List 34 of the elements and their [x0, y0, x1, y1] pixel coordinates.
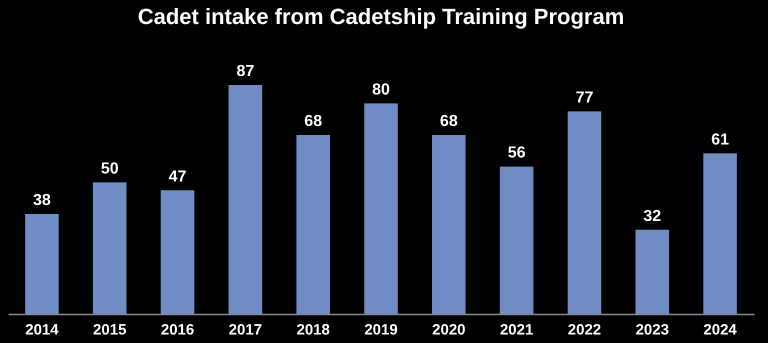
data-label: 68: [304, 113, 322, 130]
bar: [500, 166, 534, 314]
data-label: 32: [643, 208, 662, 225]
data-label: 80: [372, 81, 390, 98]
data-label: 77: [576, 89, 594, 106]
x-tick-label: 2014: [25, 322, 60, 338]
bar: [568, 111, 602, 314]
data-label: 50: [100, 160, 119, 178]
bar: [296, 135, 330, 314]
x-tick-label: 2021: [500, 322, 534, 338]
data-label: 87: [236, 63, 254, 80]
data-label: 47: [168, 168, 187, 186]
x-tick-label: 2024: [703, 322, 738, 338]
bar: [432, 135, 466, 314]
bar: [25, 214, 59, 314]
x-tick-label: 2015: [93, 322, 126, 338]
bar: [703, 153, 737, 314]
x-tick-label: 2018: [296, 322, 330, 338]
x-tick-label: 2022: [568, 322, 602, 338]
data-label: 38: [33, 192, 51, 209]
x-tick-label: 2019: [364, 322, 398, 338]
data-label: 61: [711, 131, 730, 148]
bar: [635, 230, 670, 314]
bar: [364, 103, 398, 314]
x-tick-label: 2017: [228, 322, 262, 338]
bar: [92, 182, 127, 314]
chart-title: Cadet intake from Cadetship Training Program: [138, 4, 624, 29]
bar: [160, 190, 194, 314]
data-label: 56: [508, 144, 526, 162]
x-tick-label: 2016: [160, 322, 194, 338]
x-tick-label: 2023: [636, 322, 669, 338]
bar: [228, 85, 262, 314]
x-tick-label: 2020: [432, 322, 466, 338]
data-label: 68: [440, 113, 458, 130]
